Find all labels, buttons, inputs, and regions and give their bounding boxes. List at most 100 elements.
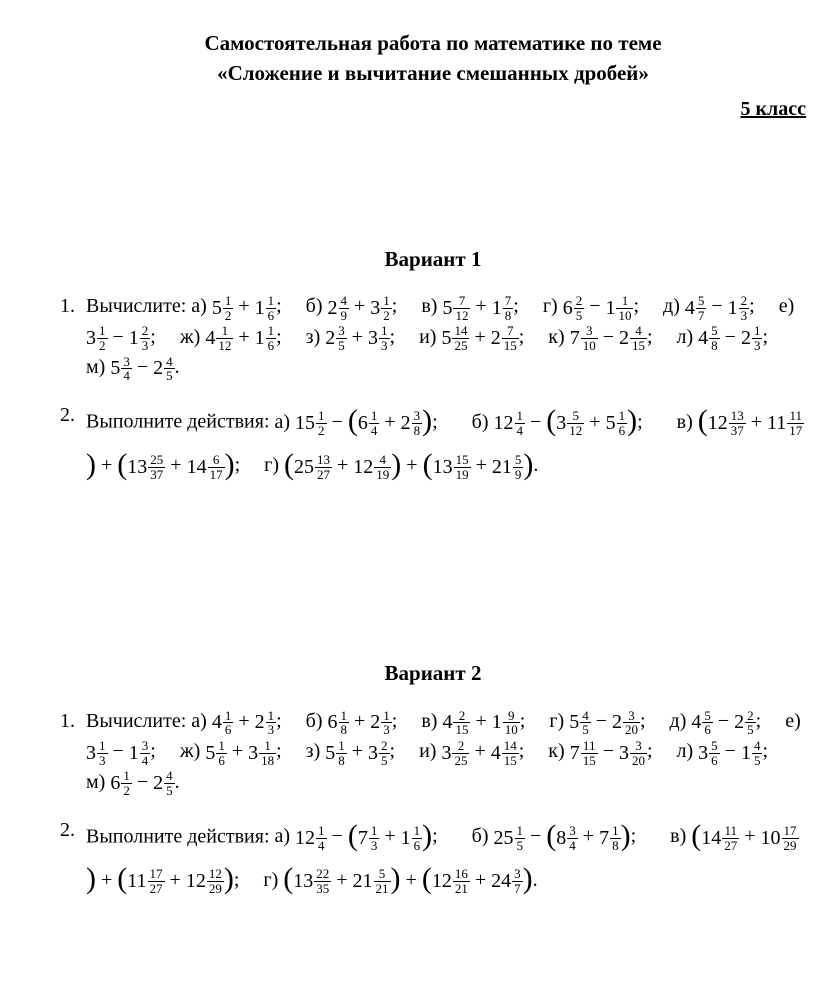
mixed-fraction: 213 <box>370 707 392 737</box>
mixed-fraction: 131519 <box>433 452 471 482</box>
expr: г) 545 − 2320; <box>549 710 645 732</box>
mixed-fraction: 245 <box>153 768 175 798</box>
task-number: 1. <box>60 707 75 736</box>
expr: д) 456 − 225; <box>670 710 762 732</box>
task-number: 2. <box>60 401 75 430</box>
task-number: 1. <box>60 292 75 321</box>
expr: б) 618 + 213; <box>306 710 398 732</box>
mixed-fraction: 356 <box>698 738 720 768</box>
mixed-fraction: 312 <box>370 293 392 323</box>
expr: д) 457 − 123; <box>663 295 755 317</box>
expr: м) 612 − 245. <box>86 771 180 793</box>
mixed-fraction: 251327 <box>294 452 332 482</box>
v2-task-2: 2. Выполните действия: а) 1214 − (713 + … <box>60 816 806 903</box>
mixed-fraction: 518 <box>325 738 347 768</box>
mixed-fraction: 238 <box>401 408 423 438</box>
mixed-fraction: 618 <box>328 707 350 737</box>
mixed-fraction: 178 <box>492 293 514 323</box>
mixed-fraction: 121337 <box>708 408 746 438</box>
mixed-fraction: 614 <box>358 408 380 438</box>
mixed-fraction: 2320 <box>612 707 640 737</box>
mixed-fraction: 4112 <box>205 323 233 353</box>
mixed-fraction: 1110 <box>605 293 633 323</box>
mixed-fraction: 123 <box>129 323 151 353</box>
mixed-fraction: 51425 <box>441 323 469 353</box>
grade-label: 5 класс <box>60 95 806 124</box>
expr: и) 51425 + 2715; <box>419 326 524 348</box>
expr: к) 71115 − 3320; <box>548 740 652 762</box>
mixed-fraction: 534 <box>110 353 132 383</box>
expr: в) 5712 + 178; <box>421 295 518 317</box>
v2-t1-expressions: а) 416 + 213; б) 618 + 213; в) 4215 + 1910… <box>86 710 801 793</box>
mixed-fraction: 457 <box>685 293 707 323</box>
mixed-fraction: 245 <box>153 353 175 383</box>
mixed-fraction: 5712 <box>442 293 470 323</box>
mixed-fraction: 458 <box>698 323 720 353</box>
mixed-fraction: 71115 <box>570 738 598 768</box>
mixed-fraction: 718 <box>599 823 621 853</box>
mixed-fraction: 111117 <box>767 408 804 438</box>
expr: к) 7310 − 2415; <box>548 326 652 348</box>
mixed-fraction: 235 <box>325 323 347 353</box>
variant-2-heading: Вариант 2 <box>60 658 806 688</box>
task-lead: Выполните действия: <box>86 825 275 847</box>
task-lead: Вычислите: <box>86 295 191 317</box>
mixed-fraction: 516 <box>606 408 628 438</box>
title-line-2: «Сложение и вычитание смешанных дробей» <box>60 58 806 88</box>
mixed-fraction: 325 <box>368 738 390 768</box>
mixed-fraction: 416 <box>212 707 234 737</box>
mixed-fraction: 3512 <box>556 408 584 438</box>
v2-task-1: 1. Вычислите: а) 416 + 213;б) 618 + 213;… <box>60 707 806 798</box>
mixed-fraction: 2415 <box>619 323 647 353</box>
variant-2: Вариант 2 1. Вычислите: а) 416 + 213;б) … <box>60 658 806 903</box>
mixed-fraction: 21521 <box>353 866 391 896</box>
expr: ж) 516 + 3118; <box>180 740 282 762</box>
mixed-fraction: 116 <box>255 323 277 353</box>
expr: а) 416 + 213; <box>191 710 281 732</box>
expr: г) 625 − 1110; <box>543 295 639 317</box>
mixed-fraction: 101729 <box>761 823 799 853</box>
mixed-fraction: 2515 <box>494 823 526 853</box>
mixed-fraction: 1214 <box>494 408 526 438</box>
mixed-fraction: 213 <box>255 707 277 737</box>
mixed-fraction: 12419 <box>353 452 391 482</box>
expr: в) 4215 + 1910; <box>421 710 525 732</box>
expr: л) 458 − 213; <box>677 326 768 348</box>
expr: ж) 4112 + 116; <box>180 326 282 348</box>
page: Самостоятельная работа по математике по … <box>0 0 816 990</box>
mixed-fraction: 225 <box>734 707 756 737</box>
mixed-fraction: 132537 <box>127 452 165 482</box>
mixed-fraction: 111727 <box>127 866 164 896</box>
mixed-fraction: 41415 <box>491 738 519 768</box>
variant-1: Вариант 1 1. Вычислите: а) 512 + 116;б) … <box>60 244 806 489</box>
mixed-fraction: 14617 <box>187 452 225 482</box>
mixed-fraction: 834 <box>556 823 578 853</box>
mixed-fraction: 612 <box>110 768 132 798</box>
title-line-1: Самостоятельная работа по математике по … <box>60 28 806 58</box>
mixed-fraction: 312 <box>86 323 108 353</box>
mixed-fraction: 141127 <box>701 823 739 853</box>
mixed-fraction: 213 <box>741 323 763 353</box>
expr: л) 356 − 145; <box>677 740 768 762</box>
expr: а) 512 + 116; <box>191 295 281 317</box>
mixed-fraction: 7310 <box>570 323 598 353</box>
mixed-fraction: 249 <box>328 293 350 323</box>
mixed-fraction: 123 <box>728 293 750 323</box>
mixed-fraction: 313 <box>368 323 390 353</box>
task-number: 2. <box>60 816 75 845</box>
mixed-fraction: 456 <box>691 707 713 737</box>
mixed-fraction: 116 <box>255 293 277 323</box>
mixed-fraction: 1910 <box>492 707 520 737</box>
mixed-fraction: 145 <box>741 738 763 768</box>
mixed-fraction: 134 <box>129 738 151 768</box>
v1-task-2: 2. Выполните действия: а) 1512 − (614 + … <box>60 401 806 488</box>
variant-1-heading: Вариант 1 <box>60 244 806 274</box>
mixed-fraction: 1512 <box>295 408 327 438</box>
mixed-fraction: 3320 <box>619 738 647 768</box>
mixed-fraction: 1214 <box>295 823 327 853</box>
expr: з) 518 + 325; <box>306 740 395 762</box>
mixed-fraction: 2159 <box>492 452 524 482</box>
mixed-fraction: 2715 <box>491 323 519 353</box>
mixed-fraction: 545 <box>569 707 591 737</box>
expr: м) 534 − 245. <box>86 356 180 378</box>
